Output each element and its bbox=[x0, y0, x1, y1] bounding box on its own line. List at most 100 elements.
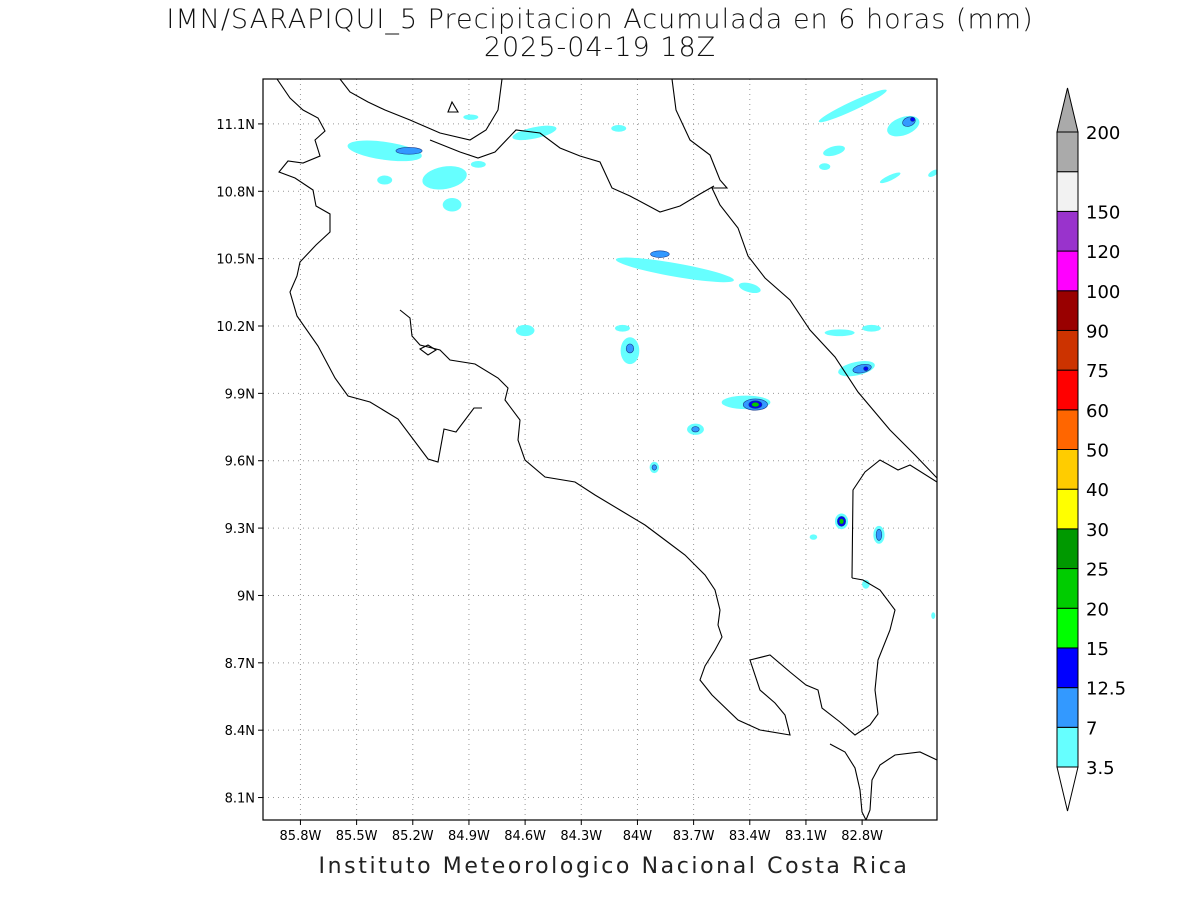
legend-label: 75 bbox=[1086, 361, 1109, 382]
precip-cell-level-1 bbox=[931, 612, 936, 620]
legend-swatch bbox=[1056, 409, 1079, 450]
legend-max-arrow bbox=[1056, 87, 1079, 133]
precip-cell-level-1 bbox=[422, 166, 467, 190]
legend-label: 90 bbox=[1086, 321, 1109, 342]
legend-swatch bbox=[1056, 449, 1079, 490]
y-tick-label: 8.1N bbox=[225, 792, 255, 807]
precip-cell-level-1 bbox=[615, 257, 734, 283]
x-tick-label: 83.1W bbox=[785, 829, 827, 844]
legend-label: 60 bbox=[1086, 401, 1109, 422]
x-tick-label: 84.3W bbox=[560, 829, 602, 844]
legend-swatch bbox=[1056, 369, 1079, 411]
precip-cell-level-1 bbox=[442, 198, 462, 212]
precip-cell-level-1 bbox=[862, 579, 870, 589]
coastline-layer bbox=[276, 79, 937, 820]
x-tick-label: 84.9W bbox=[448, 829, 490, 844]
precip-cell-level-1 bbox=[512, 125, 557, 141]
legend-swatch bbox=[1056, 488, 1079, 530]
legend-label: 150 bbox=[1086, 202, 1120, 223]
legend-label: 15 bbox=[1086, 639, 1109, 660]
precip-cell-level-2 bbox=[691, 426, 700, 433]
osa-peninsula bbox=[829, 743, 937, 820]
precip-cell-level-3 bbox=[863, 366, 869, 371]
y-tick-label: 8.7N bbox=[225, 657, 255, 672]
precip-cell-level-2 bbox=[651, 464, 657, 471]
precip-cell-level-1 bbox=[463, 114, 479, 120]
precip-cell-level-1 bbox=[862, 324, 881, 332]
precip-cell-level-1 bbox=[824, 329, 855, 337]
legend-label: 100 bbox=[1086, 282, 1120, 303]
legend-label: 12.5 bbox=[1086, 679, 1126, 700]
legend-swatch bbox=[1056, 329, 1079, 371]
precip-cell-level-2 bbox=[625, 343, 635, 354]
legend-label: 3.5 bbox=[1086, 758, 1115, 779]
precip-cell-level-1 bbox=[928, 169, 937, 177]
precip-cell-level-2 bbox=[650, 250, 670, 258]
legend-label: 20 bbox=[1086, 599, 1109, 620]
legend-swatch bbox=[1056, 250, 1079, 292]
precip-cell-level-1 bbox=[738, 282, 761, 294]
y-tick-label: 9.3N bbox=[225, 522, 255, 537]
color-legend: 3.5 7 12.5 15 20 25 30 40 50 60 75 90 100 120 150 200 bbox=[1056, 87, 1126, 812]
x-tick-label: 85.8W bbox=[280, 829, 322, 844]
y-tick-label: 10.2N bbox=[216, 320, 255, 335]
plot-frame bbox=[262, 78, 938, 821]
nicaragua-pacific-coast bbox=[276, 79, 482, 463]
x-tick-label: 85.2W bbox=[392, 829, 434, 844]
legend-label: 200 bbox=[1086, 123, 1120, 144]
legend-swatch bbox=[1056, 290, 1079, 331]
legend-swatch bbox=[1056, 726, 1079, 768]
precipitation-layer bbox=[347, 89, 937, 620]
precip-cell-level-1 bbox=[818, 89, 887, 123]
panama-border bbox=[851, 459, 937, 579]
legend-label: 50 bbox=[1086, 441, 1109, 462]
precip-cell-level-1 bbox=[809, 534, 818, 540]
x-tick-label: 84W bbox=[623, 829, 653, 844]
precip-cell-level-1 bbox=[515, 324, 535, 337]
legend-label: 40 bbox=[1086, 480, 1109, 501]
precip-cell-level-1 bbox=[879, 172, 901, 184]
precip-cell-level-1 bbox=[887, 115, 920, 137]
figure-subtitle-date: 2025-04-19 18Z bbox=[483, 32, 717, 63]
y-tick-label: 10.5N bbox=[216, 253, 255, 268]
latitude-tick-labels: 11.1N 10.8N 10.5N 10.2N 9.9N 9.6N 9.3N 9N 8.7N 8.… bbox=[216, 118, 263, 807]
precip-cell-level-5 bbox=[751, 402, 760, 408]
lat-lon-grid bbox=[263, 79, 937, 820]
x-tick-label: 82.8W bbox=[841, 829, 883, 844]
precip-cell-level-1 bbox=[614, 324, 630, 332]
nicaragua-border bbox=[429, 129, 715, 213]
lake-outline bbox=[418, 344, 438, 356]
legend-label: 25 bbox=[1086, 560, 1109, 581]
figure-title: IMN/SARAPIQUI_5 Precipitacion Acumulada … bbox=[166, 4, 1034, 35]
legend-swatch bbox=[1056, 647, 1079, 689]
legend-swatch bbox=[1056, 528, 1079, 570]
legend-label: 120 bbox=[1086, 242, 1120, 263]
x-tick-label: 83.7W bbox=[673, 829, 715, 844]
y-tick-label: 9.6N bbox=[225, 455, 255, 470]
legend-swatch bbox=[1056, 568, 1079, 609]
nicaragua-lake-shore bbox=[339, 79, 503, 141]
y-tick-label: 8.4N bbox=[225, 724, 255, 739]
legend-swatch bbox=[1056, 687, 1079, 728]
nicoya-gulf bbox=[399, 309, 896, 736]
precip-cell-level-5 bbox=[838, 518, 845, 525]
legend-label: 30 bbox=[1086, 520, 1109, 541]
precip-cell-level-1 bbox=[470, 160, 486, 168]
y-tick-label: 9N bbox=[237, 589, 255, 604]
x-tick-label: 84.6W bbox=[504, 829, 546, 844]
legend-swatch bbox=[1056, 607, 1079, 649]
precip-cell-level-1 bbox=[377, 175, 393, 185]
precip-cell-level-1 bbox=[611, 125, 627, 132]
precip-cell-level-1 bbox=[823, 145, 845, 157]
precip-cell-level-3 bbox=[910, 117, 916, 122]
legend-swatch bbox=[1056, 131, 1079, 173]
precip-cell-level-2 bbox=[875, 528, 883, 541]
longitude-tick-labels: 85.8W 85.5W 85.2W 84.9W 84.6W 84.3W 84W 83.7W 83… bbox=[280, 820, 883, 844]
legend-min-arrow bbox=[1056, 766, 1079, 812]
x-tick-label: 83.4W bbox=[729, 829, 771, 844]
precip-cell-level-2 bbox=[395, 147, 423, 155]
caribbean-coast bbox=[671, 79, 937, 479]
y-tick-label: 9.9N bbox=[225, 387, 255, 402]
